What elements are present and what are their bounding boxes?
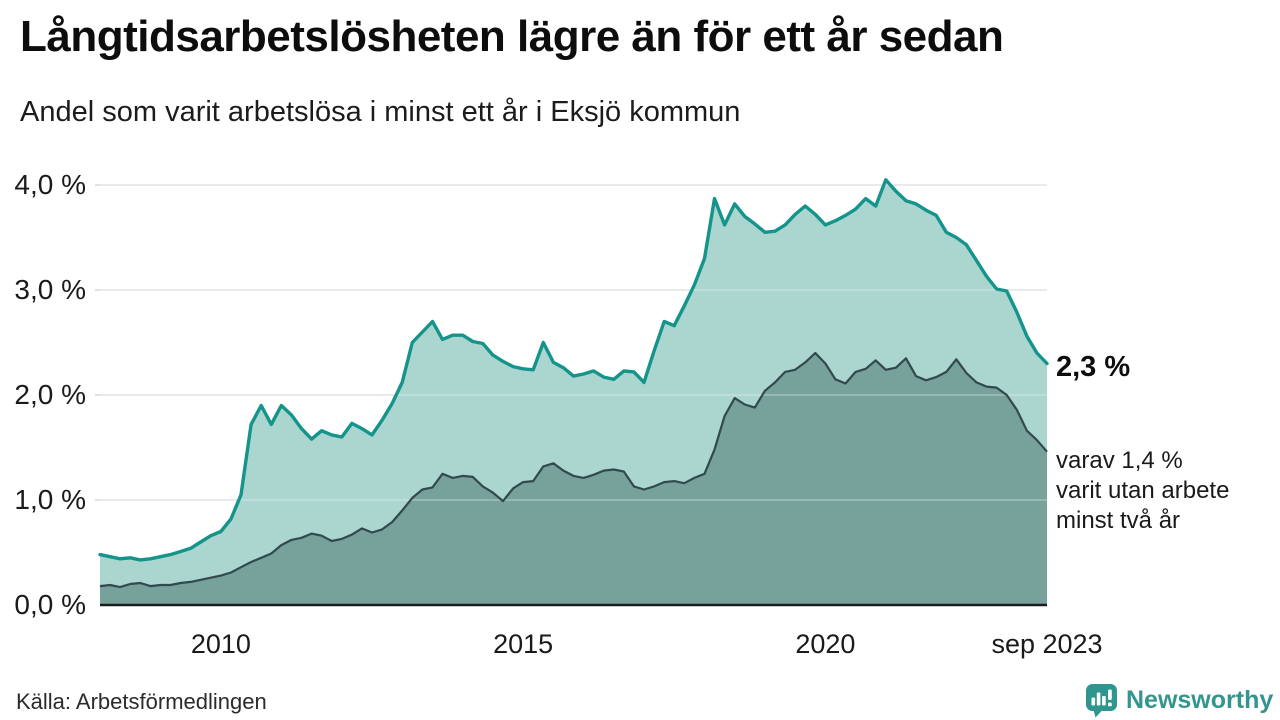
note-line-1: varav 1,4 % [1056,447,1183,474]
series-line-one-year [98,178,1049,562]
series-line-two-year [99,351,1048,589]
note-line-2: varit utan arbete [1056,477,1230,504]
y-axis-tick-label: 3,0 % [14,274,86,305]
y-axis-tick-label: 0,0 % [14,589,86,620]
two-year-note-annotation: varav 1,4 % varit utan arbete minst två … [1056,446,1229,536]
y-axis-tick-label: 1,0 % [14,484,86,515]
page-title: Långtidsarbetslösheten lägre än för ett … [20,12,1004,61]
newsworthy-wordmark: Newsworthy [1126,686,1274,714]
note-line-3: minst två år [1056,507,1181,534]
x-axis-tick-label: 2010 [190,629,251,659]
x-axis-tick-label: sep 2023 [991,629,1103,659]
x-axis-tick-label: 2015 [493,629,554,659]
newsworthy-brand: Newsworthy [1085,683,1273,718]
x-axis-tick-label: 2020 [795,629,856,659]
latest-value-annotation: 2,3 % [1056,351,1131,383]
series-area-two-year [100,353,1047,605]
source-attribution: Källa: Arbetsförmedlingen [16,689,267,714]
y-axis-tick-label: 4,0 % [14,169,86,200]
page-subtitle: Andel som varit arbetslösa i minst ett å… [20,96,741,128]
y-axis-tick-label: 2,0 % [14,379,86,410]
newsworthy-logo-icon [1086,684,1117,718]
